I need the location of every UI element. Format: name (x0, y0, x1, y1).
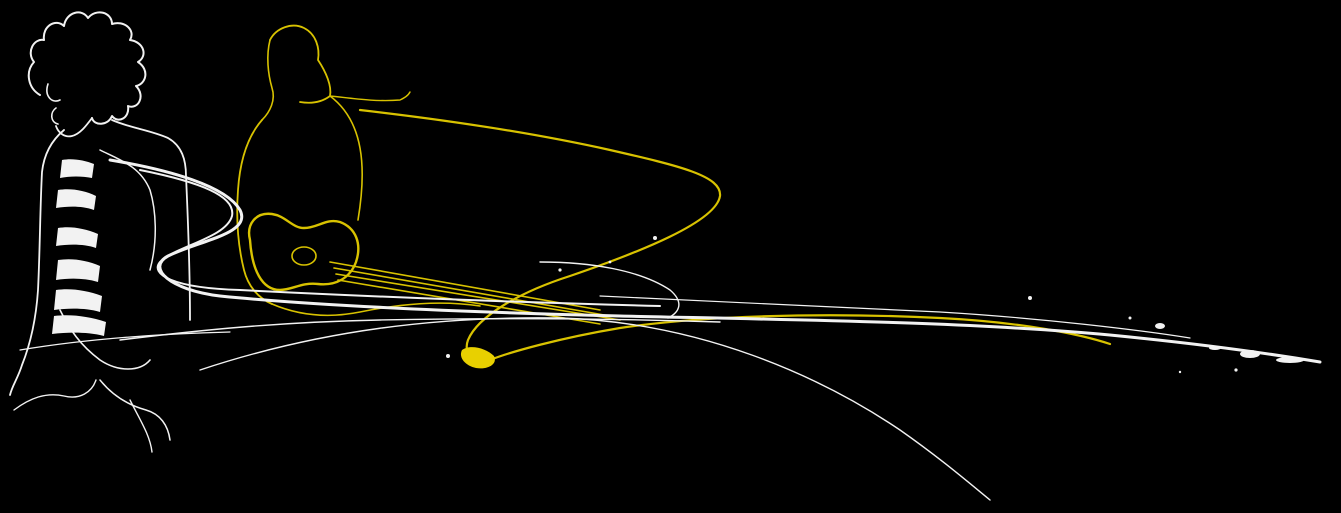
yellow-guitar-soundhole (291, 246, 317, 266)
white-sweep-line (199, 317, 991, 501)
yellow-guitar-body (247, 212, 360, 292)
yellow-guitarist-back (236, 119, 273, 305)
yellow-guitar-neck (329, 261, 621, 325)
paint-splatter (446, 236, 1304, 374)
white-figure-face (55, 117, 93, 138)
white-figure-torso (9, 129, 65, 396)
yellow-guitarist-head (269, 24, 332, 104)
white-loop-line (108, 158, 1322, 364)
white-figure (9, 11, 191, 453)
white-figure-hair (27, 11, 147, 125)
white-figure-shirt-stripes (52, 159, 106, 336)
yellow-paint-blob (460, 347, 495, 369)
yellow-flowing-line (358, 108, 1112, 363)
